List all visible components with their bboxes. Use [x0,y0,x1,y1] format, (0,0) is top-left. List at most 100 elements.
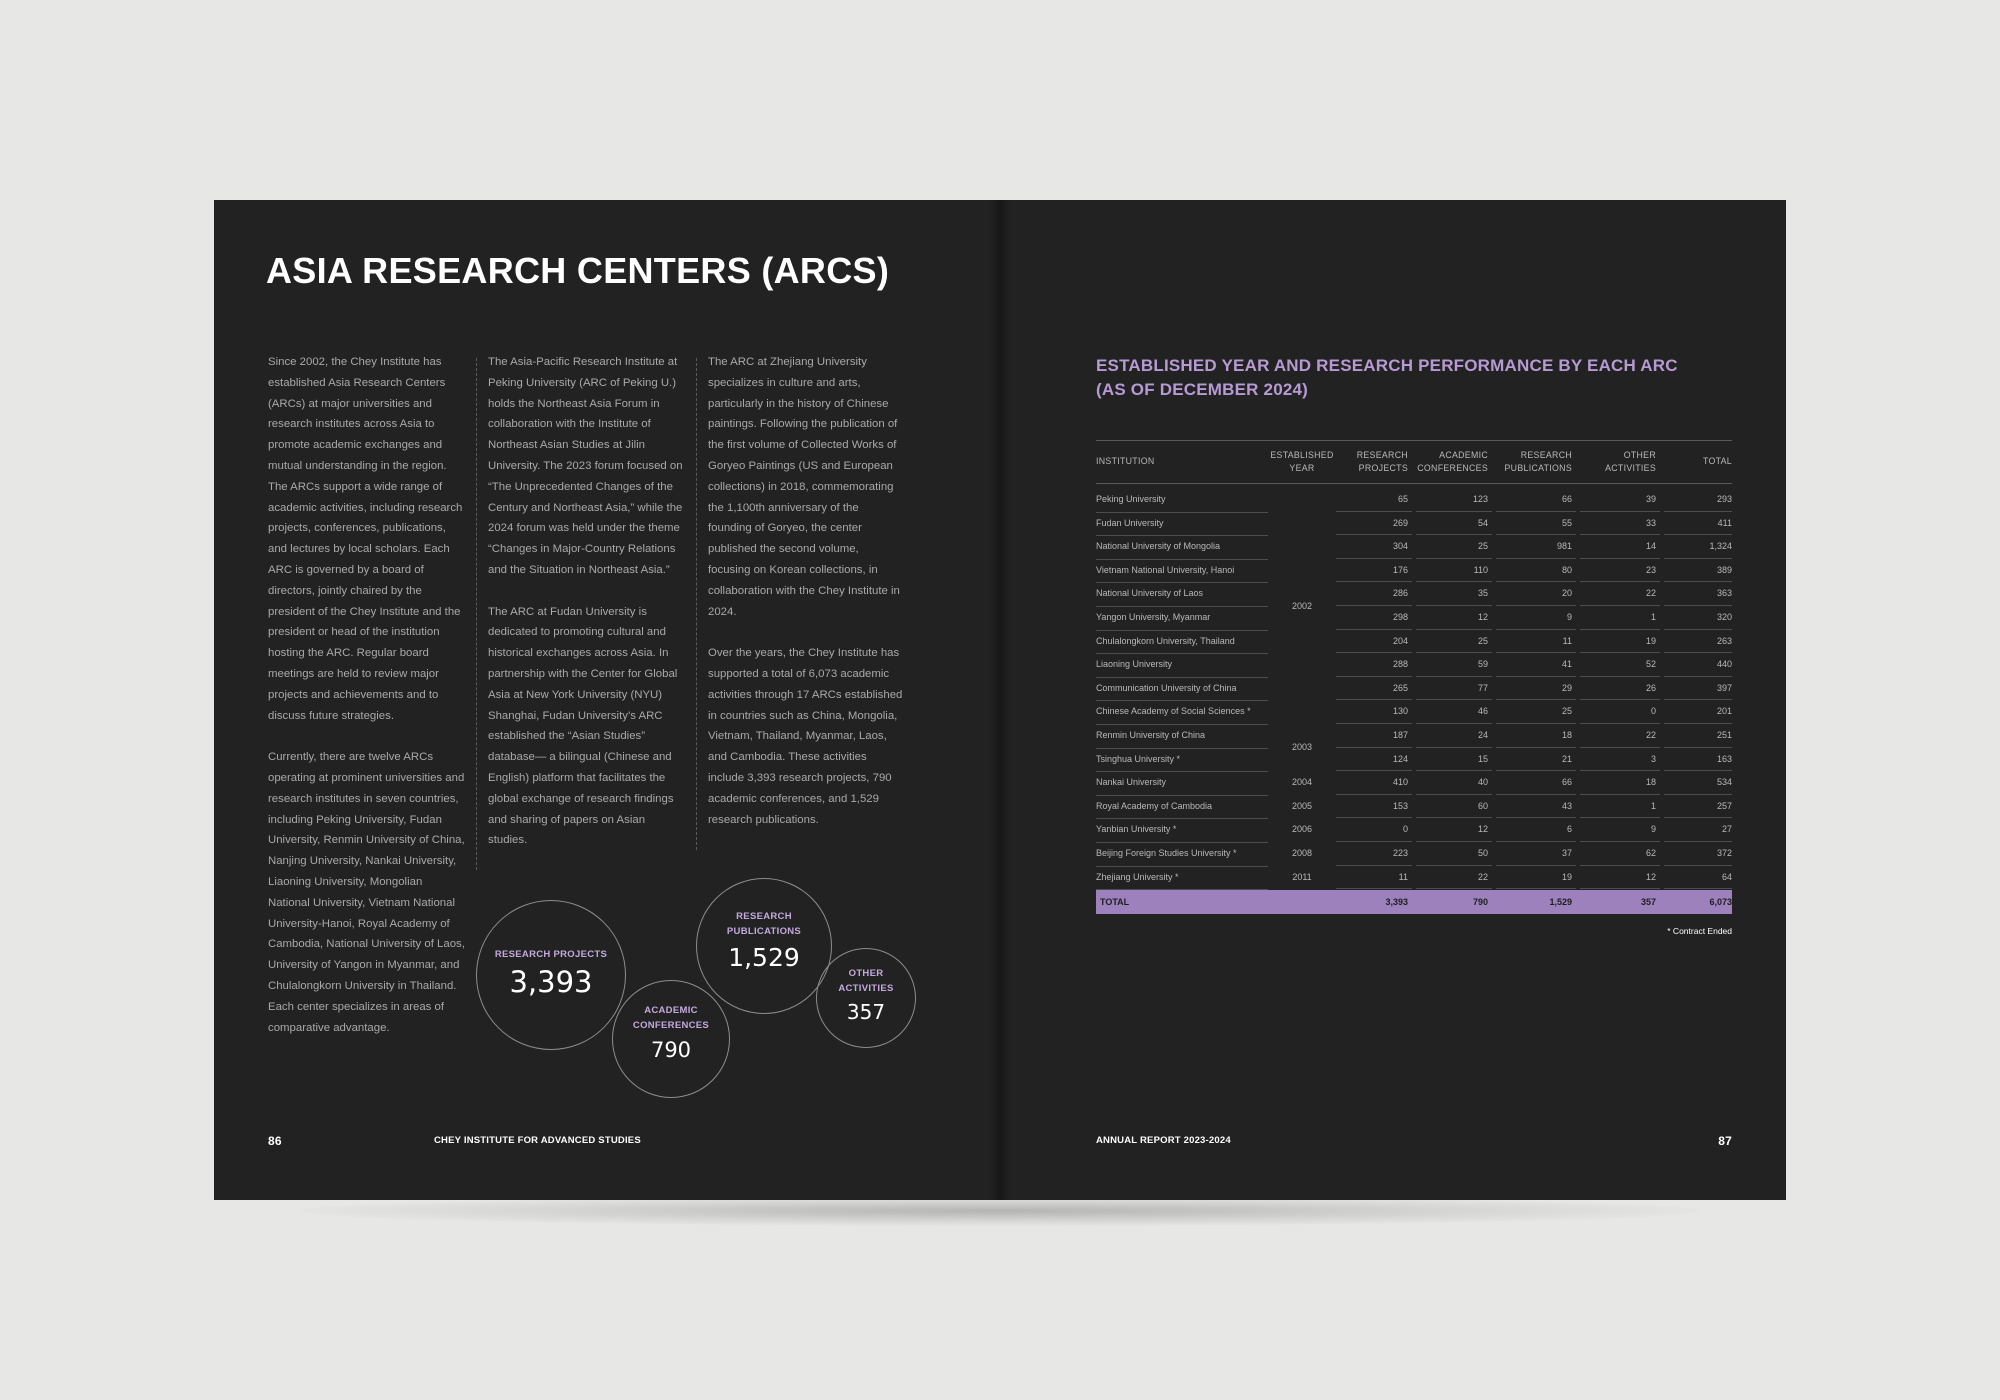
oa-cell: 39 [1580,488,1660,512]
rp-cell: 286 [1336,582,1412,606]
total-pub-cell: 1,529 [1549,897,1572,908]
ac-cell: 40 [1416,771,1492,795]
institution-cell: Liaoning University [1096,653,1268,678]
paragraph: The ARC at Fudan University is dedicated… [488,605,678,847]
ac-cell: 50 [1416,842,1492,866]
ac-cell: 35 [1416,582,1492,606]
total-cell: 372 [1664,842,1732,866]
header-research-projects: RESEARCH PROJECTS [1356,449,1408,474]
stat-value: 790 [650,1038,692,1062]
oa-cell: 52 [1580,653,1660,677]
stat-bubble-other-activities: OTHER ACTIVITIES 357 [816,948,916,1048]
ac-cell: 59 [1416,653,1492,677]
rp-cell: 288 [1336,653,1412,677]
total-cell: 363 [1664,582,1732,606]
rp-cell: 298 [1336,606,1412,630]
pub-cell: 25 [1496,700,1576,724]
oa-cell: 1 [1580,606,1660,630]
total-cell: 263 [1664,630,1732,654]
stat-value: 1,529 [728,943,800,972]
pub-cell: 66 [1496,488,1576,512]
book-gutter [990,200,1010,1200]
stat-label: ACADEMIC [644,1005,698,1016]
total-cell: 163 [1664,748,1732,772]
header-academic-conferences: ACADEMIC CONFERENCES [1417,449,1488,474]
text-column-1: Since 2002, the Chey Institute has estab… [268,352,466,1059]
ac-cell: 25 [1416,630,1492,654]
rp-cell: 204 [1336,630,1412,654]
rp-cell: 11 [1336,866,1412,890]
total-cell: 411 [1664,512,1732,536]
table-body: Peking University 65 123 66 39 293 Fudan Unive… [1096,484,1732,949]
table-header: INSTITUTION ESTABLISHED YEAR RESEARCH PROJ… [1096,440,1732,484]
table-row: Beijing Foreign Studies University * 2008… [1096,842,1732,867]
pub-cell: 43 [1496,795,1576,819]
rp-cell: 304 [1336,535,1412,559]
pub-cell: 66 [1496,771,1576,795]
institution-cell: Chulalongkorn University, Thailand [1096,630,1268,655]
pub-cell: 20 [1496,582,1576,606]
total-ac-cell: 790 [1472,897,1488,908]
institution-cell: National University of Mongolia [1096,535,1268,560]
oa-cell: 22 [1580,724,1660,748]
column-divider [696,358,697,850]
pub-cell: 29 [1496,677,1576,701]
stat-label: PUBLICATIONS [726,926,802,937]
rp-cell: 153 [1336,795,1412,819]
paragraph: The Asia-Pacific Research Institute at P… [488,356,683,576]
total-cell: 27 [1664,818,1732,842]
year-cell: 2011 [1292,871,1312,882]
table-row: Chinese Academy of Social Sciences * 130 4… [1096,700,1732,725]
performance-table: INSTITUTION ESTABLISHED YEAR RESEARCH PROJ… [1096,440,1732,949]
rp-cell: 187 [1336,724,1412,748]
total-cell: 201 [1664,700,1732,724]
table-total-row: TOTAL 3,393 790 1,529 357 6,073 [1096,890,1732,915]
report-spread: ASIA RESEARCH CENTERS (ARCS) Since 2002,… [214,200,1786,1200]
pub-cell: 6 [1496,818,1576,842]
year-cell: 2004 [1291,777,1313,788]
ac-cell: 24 [1416,724,1492,748]
rp-cell: 65 [1336,488,1412,512]
table-row: Renmin University of China 187 24 18 22 251 [1096,724,1732,749]
page-number-right: 87 [1718,1134,1732,1148]
pub-cell: 80 [1496,559,1576,583]
institution-cell: Yangon University, Myanmar [1096,606,1268,631]
stat-value: 3,393 [509,965,593,999]
institution-cell: Communication University of China [1096,677,1268,702]
header-other-activities: OTHER ACTIVITIES [1605,449,1656,474]
spread-shadow [300,1196,1700,1226]
pub-cell: 11 [1496,630,1576,654]
table-row: Fudan University 269 54 55 33 411 [1096,512,1732,537]
paragraph: Since 2002, the Chey Institute has estab… [268,356,463,722]
institution-cell: Nankai University [1096,771,1268,796]
table-row: Liaoning University 288 59 41 52 440 [1096,653,1732,678]
ac-cell: 110 [1416,559,1492,583]
paragraph: Over the years, the Chey Institute has s… [708,647,903,826]
institution-cell: Vietnam National University, Hanoi [1096,559,1268,584]
oa-cell: 9 [1580,818,1660,842]
ac-cell: 22 [1416,866,1492,890]
rp-cell: 0 [1336,818,1412,842]
institution-cell: National University of Laos [1096,582,1268,607]
rp-cell: 124 [1336,748,1412,772]
oa-cell: 26 [1580,677,1660,701]
stat-bubble-research-publications: RESEARCH PUBLICATIONS 1,529 [696,878,832,1014]
institution-cell: Chinese Academy of Social Sciences * [1096,700,1268,725]
ac-cell: 15 [1416,748,1492,772]
pub-cell: 55 [1496,512,1576,536]
year-cell: 2006 [1291,824,1313,835]
oa-cell: 3 [1580,748,1660,772]
ac-cell: 54 [1416,512,1492,536]
total-cell: 257 [1664,795,1732,819]
contract-ended-note: * Contract Ended [1667,926,1732,937]
stat-value: 357 [846,1000,886,1024]
paragraph: Currently, there are twelve ARCs operati… [268,751,465,1034]
ac-cell: 123 [1416,488,1492,512]
ac-cell: 46 [1416,700,1492,724]
oa-cell: 62 [1580,842,1660,866]
oa-cell: 0 [1580,700,1660,724]
stat-label: ACTIVITIES [838,983,894,994]
stat-label: RESEARCH PROJECTS [494,949,608,960]
total-cell: 251 [1664,724,1732,748]
table-row: Communication University of China 265 77 29… [1096,677,1732,702]
